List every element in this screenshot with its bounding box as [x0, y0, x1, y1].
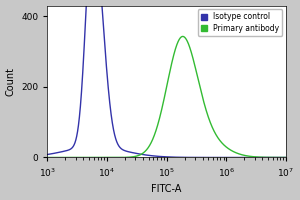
Legend: Isotype control, Primary antibody: Isotype control, Primary antibody: [198, 9, 282, 36]
X-axis label: FITC-A: FITC-A: [152, 184, 182, 194]
Y-axis label: Count: Count: [6, 67, 16, 96]
